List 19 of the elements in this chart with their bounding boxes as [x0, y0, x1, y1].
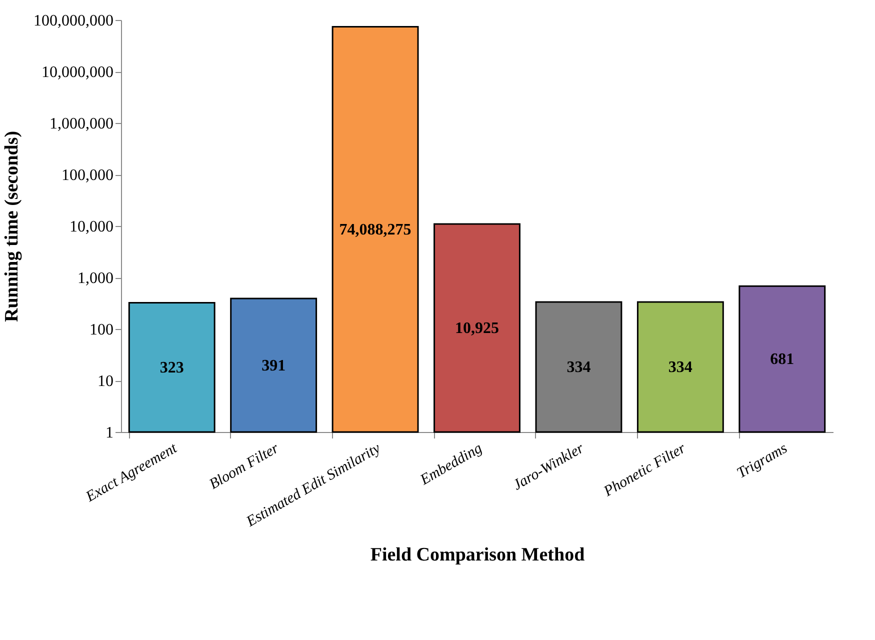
data-label: 74,088,275 [339, 221, 412, 238]
data-label: 10,925 [455, 320, 499, 338]
y-tick-label: 10,000,000 [42, 64, 114, 81]
y-tick-label: 10 [98, 373, 114, 390]
data-label: 323 [160, 359, 184, 376]
y-tick-label: 1 [106, 424, 114, 442]
y-tick-label: 100 [90, 322, 114, 338]
data-label: 681 [770, 351, 794, 368]
x-tick-label: Bloom Filter [206, 440, 282, 493]
y-tick-label: 100,000 [62, 167, 114, 184]
y-tick-label: 1,000,000 [50, 116, 114, 132]
y-tick-label: 10,000 [70, 218, 114, 236]
y-tick-label: 1,000 [78, 270, 114, 287]
y-axis-title: Running time (seconds) [2, 130, 22, 322]
data-label: 334 [668, 359, 692, 376]
data-label: 334 [566, 359, 591, 376]
y-tick-label: 100,000,000 [34, 12, 114, 30]
data-label: 391 [262, 357, 286, 374]
x-axis-title: Field Comparison Method [370, 544, 586, 566]
